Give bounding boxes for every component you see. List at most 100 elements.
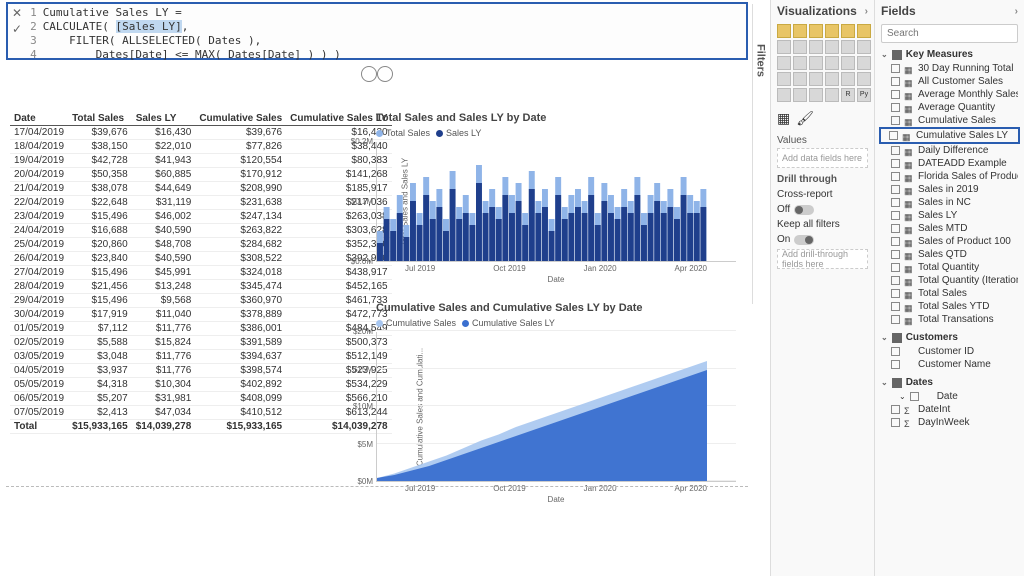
viz-type-icon[interactable] (857, 40, 871, 54)
field-item[interactable]: ⌄Date (881, 390, 1018, 403)
field-item[interactable]: Sales LY (881, 209, 1018, 222)
field-item[interactable]: Cumulative Sales LY (879, 127, 1020, 144)
viz-type-icon[interactable] (841, 24, 855, 38)
field-item[interactable]: DATEADD Example (881, 157, 1018, 170)
table-row[interactable]: 25/04/2019$20,860$48,708$284,682$352,336 (10, 238, 392, 252)
chart-cumulative[interactable]: Cumulative Sales and Cumulative Sales LY… (376, 302, 736, 502)
values-dropzone[interactable]: Add data fields here (777, 148, 868, 168)
viz-type-icon[interactable] (793, 24, 807, 38)
table-row[interactable]: 19/04/2019$42,728$41,943$120,554$80,383 (10, 154, 392, 168)
viz-type-icon[interactable] (841, 40, 855, 54)
table-row[interactable]: 23/04/2019$15,496$46,002$247,134$263,038 (10, 210, 392, 224)
table-row[interactable]: 21/04/2019$38,078$44,649$208,990$185,917 (10, 182, 392, 196)
chart-total-sales[interactable]: Total Sales and Sales LY by Date Total S… (376, 112, 736, 282)
field-item[interactable]: Sales in NC (881, 196, 1018, 209)
field-item[interactable]: Daily Difference (881, 144, 1018, 157)
viz-type-icon[interactable] (793, 40, 807, 54)
viz-type-icon[interactable] (809, 56, 823, 70)
fields-tab-icon[interactable]: ▦ (777, 110, 790, 127)
viz-type-icon[interactable] (825, 72, 839, 86)
viz-gallery[interactable]: RPy (777, 24, 868, 102)
cancel-icon[interactable]: ✕ (12, 6, 22, 20)
formula-code[interactable]: 1Cumulative Sales LY =2CALCULATE( [Sales… (26, 4, 345, 58)
field-item[interactable]: DateInt (881, 403, 1018, 416)
viz-type-icon[interactable] (777, 40, 791, 54)
cross-report-toggle[interactable]: Cross-report (777, 189, 868, 200)
table-row[interactable]: 06/05/2019$5,207$31,981$408,099$566,210 (10, 392, 392, 406)
table-row[interactable]: 30/04/2019$17,919$11,040$378,889$472,773 (10, 308, 392, 322)
field-item[interactable]: Total Transations (881, 313, 1018, 326)
formula-bar[interactable]: ✕ ✓ 1Cumulative Sales LY =2CALCULATE( [S… (6, 2, 748, 60)
table-row[interactable]: 20/04/2019$50,358$60,885$170,912$141,268 (10, 168, 392, 182)
field-item[interactable]: Sales in 2019 (881, 183, 1018, 196)
viz-type-icon[interactable] (793, 72, 807, 86)
viz-type-icon[interactable] (777, 56, 791, 70)
field-item[interactable]: 30 Day Running Total (881, 62, 1018, 75)
viz-type-icon[interactable]: Py (857, 88, 871, 102)
table-row[interactable]: 22/04/2019$22,648$31,119$231,638$217,036 (10, 196, 392, 210)
viz-type-icon[interactable] (857, 24, 871, 38)
viz-type-icon[interactable] (825, 24, 839, 38)
field-table-header[interactable]: ⌄Customers (881, 332, 1018, 343)
field-item[interactable]: Total Sales (881, 287, 1018, 300)
viz-type-icon[interactable]: R (841, 88, 855, 102)
col-header[interactable]: Sales LY (132, 112, 196, 126)
field-item[interactable]: All Customer Sales (881, 75, 1018, 88)
table-row[interactable]: 01/05/2019$7,112$11,776$386,001$484,549 (10, 322, 392, 336)
field-item[interactable]: Average Quantity (881, 101, 1018, 114)
viz-type-icon[interactable] (809, 88, 823, 102)
table-row[interactable]: 29/04/2019$15,496$9,568$360,970$461,733 (10, 294, 392, 308)
field-item[interactable]: Cumulative Sales (881, 114, 1018, 127)
data-table[interactable]: DateTotal SalesSales LYCumulative SalesC… (10, 112, 392, 434)
viz-type-icon[interactable] (825, 40, 839, 54)
field-table-header[interactable]: ⌄Dates (881, 377, 1018, 388)
viz-type-icon[interactable] (857, 72, 871, 86)
col-header[interactable]: Date (10, 112, 68, 126)
table-row[interactable]: 26/04/2019$23,840$40,590$308,522$392,926 (10, 252, 392, 266)
table-row[interactable]: 27/04/2019$15,496$45,991$324,018$438,917 (10, 266, 392, 280)
field-item[interactable]: Sales of Product 100 (881, 235, 1018, 248)
viz-type-icon[interactable] (825, 88, 839, 102)
field-item[interactable]: Customer ID (881, 345, 1018, 358)
viz-type-icon[interactable] (809, 72, 823, 86)
viz-type-icon[interactable] (793, 56, 807, 70)
field-item[interactable]: Sales QTD (881, 248, 1018, 261)
table-row[interactable]: 28/04/2019$21,456$13,248$345,474$452,165 (10, 280, 392, 294)
keep-filters-toggle[interactable]: Keep all filters (777, 219, 868, 230)
field-item[interactable]: Total Quantity (Iteration) (881, 274, 1018, 287)
viz-type-icon[interactable] (841, 56, 855, 70)
col-header[interactable]: Cumulative Sales (195, 112, 286, 126)
format-tab-icon[interactable]: 🖌 (796, 110, 814, 127)
table-row[interactable]: 05/05/2019$4,318$10,304$402,892$534,229 (10, 378, 392, 392)
chevron-right-icon[interactable]: › (865, 6, 868, 17)
field-item[interactable]: Total Sales YTD (881, 300, 1018, 313)
viz-type-icon[interactable] (777, 72, 791, 86)
table-row[interactable]: 24/04/2019$16,688$40,590$263,822$303,628 (10, 224, 392, 238)
viz-type-icon[interactable] (793, 88, 807, 102)
field-item[interactable]: Florida Sales of Product 2 ... (881, 170, 1018, 183)
field-item[interactable]: DayInWeek (881, 416, 1018, 429)
col-header[interactable]: Total Sales (68, 112, 132, 126)
table-row[interactable]: 03/05/2019$3,048$11,776$394,637$512,149 (10, 350, 392, 364)
viz-type-icon[interactable] (841, 72, 855, 86)
drillthrough-dropzone[interactable]: Add drill-through fields here (777, 249, 868, 269)
viz-type-icon[interactable] (857, 56, 871, 70)
viz-type-icon[interactable] (777, 88, 791, 102)
field-item[interactable]: Total Quantity (881, 261, 1018, 274)
table-row[interactable]: 17/04/2019$39,676$16,430$39,676$16,430 (10, 126, 392, 140)
field-item[interactable]: Average Monthly Sales (881, 88, 1018, 101)
field-table-header[interactable]: ⌄Key Measures (881, 49, 1018, 60)
viz-type-icon[interactable] (825, 56, 839, 70)
commit-icon[interactable]: ✓ (12, 22, 22, 36)
field-item[interactable]: Customer Name (881, 358, 1018, 371)
field-item[interactable]: Sales MTD (881, 222, 1018, 235)
viz-type-icon[interactable] (809, 24, 823, 38)
chevron-right-icon[interactable]: › (1015, 6, 1018, 17)
table-row[interactable]: 07/05/2019$2,413$47,034$410,512$613,244 (10, 406, 392, 420)
table-row[interactable]: 18/04/2019$38,150$22,010$77,826$38,440 (10, 140, 392, 154)
table-row[interactable]: 02/05/2019$5,588$15,824$391,589$500,373 (10, 336, 392, 350)
fields-search-input[interactable] (881, 24, 1018, 43)
filters-pane-collapsed[interactable]: Filters (752, 4, 768, 304)
viz-type-icon[interactable] (809, 40, 823, 54)
viz-type-icon[interactable] (777, 24, 791, 38)
